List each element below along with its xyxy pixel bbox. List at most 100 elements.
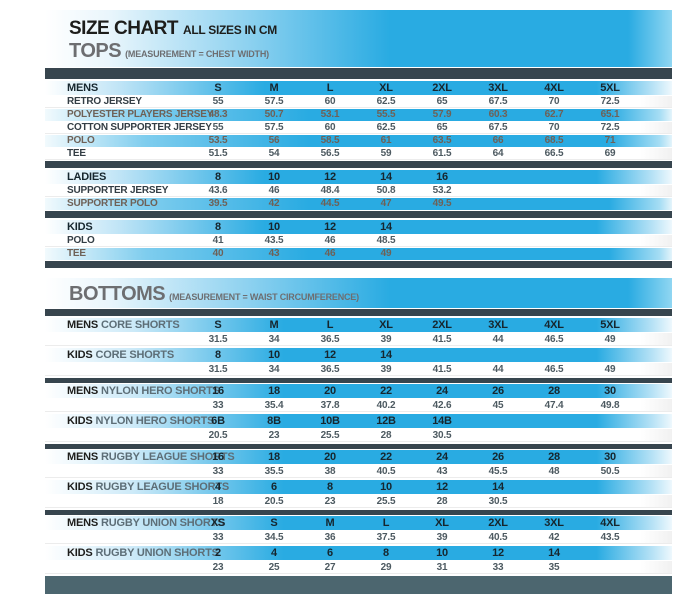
row-label: RETRO JERSEY [45,96,190,108]
value-cell: 60 [324,96,336,107]
product-group-label: MENS [67,451,98,463]
divider-bar [45,261,672,268]
value-cell: 44.5 [320,198,340,209]
product-group-label: KIDS [67,547,93,559]
value-cell: 55 [212,122,224,133]
value-cell: 35 [548,562,560,573]
product-header-row: KIDS RUGBY LEAGUE SHORTS 4 6 8 10 12 14 [45,480,672,494]
product-values-row: 23 25 27 29 31 33 35 [45,561,672,574]
value-cell: 33 [212,532,224,543]
value-cell: 49.5 [432,198,452,209]
value-cell: 58.5 [320,135,340,146]
value-cell: 42 [268,198,280,209]
product-group-label: KIDS [67,481,93,493]
value-cell: 55.5 [376,109,396,120]
product-values-row: 18 20.5 23 25.5 28 30.5 [45,495,672,508]
value-cell: 29 [380,562,392,573]
product-name-label: CORE SHORTS [95,349,174,361]
value-cell: 63.5 [432,135,452,146]
product-values-row: 33 35.5 38 40.5 43 45.5 48 50.5 [45,465,672,478]
table-group-label: LADIES [67,171,107,183]
value-cell: 30.5 [432,430,452,441]
row-label: KIDS [45,220,190,234]
value-cell: 65 [436,96,448,107]
value-cell: 46 [324,248,336,259]
size-header-cell: S [214,319,222,331]
table-row: TEE 51.5 54 56.5 59 61.5 64 66.5 69 [45,148,672,160]
size-header-cell: 22 [380,385,392,397]
value-cell: 62.5 [376,122,396,133]
value-cell: 60.3 [488,109,508,120]
value-cell: 53.2 [432,185,452,196]
value-cell: 65 [436,122,448,133]
size-header-cell: 8 [383,547,389,559]
bottoms-tables: MENS CORE SHORTS S M L XL 2XL 3XL 4XL 5XL 31.5 34 36… [45,318,672,574]
value-cell: 18 [212,496,224,507]
size-header-cell: 24 [436,451,448,463]
value-cell: 46.5 [544,364,564,375]
value-cell: 60 [324,122,336,133]
value-cell: 49.8 [600,400,620,411]
size-header-cell: M [269,82,279,94]
bottoms-title-band: BOTTOMS (MEASUREMENT = WAIST CIRCUMFERENC… [45,278,672,308]
size-header-cell: 26 [492,385,504,397]
size-header-cell: 4XL [544,319,564,331]
value-cell: 38 [324,466,336,477]
divider-bar [45,378,672,383]
bottom-bar [45,576,672,594]
value-cell: 25 [268,562,280,573]
size-header-cell: 6 [271,481,277,493]
product-group-label: KIDS [67,415,93,427]
value-cell: 59 [380,148,392,159]
value-cell: 47 [380,198,392,209]
value-cell: 43.5 [264,235,284,246]
row-label: MENS NYLON HERO SHORTS [45,384,220,398]
value-cell: 61.5 [432,148,452,159]
size-header-cell: 30 [604,451,616,463]
size-header-cell: 10 [436,547,448,559]
value-cell: 56.5 [320,148,340,159]
size-header-cell: 8 [215,221,221,233]
value-cell: 34 [268,364,280,375]
size-chart-content: SIZE CHART ALL SIZES IN CM TOPS (MEASUREME… [45,10,672,594]
product-name-label: CORE SHORTS [100,319,180,331]
value-cell: 48 [548,466,560,477]
value-cell: 33 [492,562,504,573]
size-header-cell: 12 [324,171,336,183]
row-label: POLO [45,135,190,147]
value-cell: 48.3 [208,109,228,120]
row-label: POLO [45,235,190,247]
size-header-cell: 30 [604,385,616,397]
value-cell: 48.4 [320,185,340,196]
size-header-cell: M [269,319,279,331]
value-cell: 42.6 [432,400,452,411]
value-cell: 28 [380,430,392,441]
value-cell: 42 [548,532,560,543]
value-cell: 69 [604,148,616,159]
product-label: POLO [67,235,95,246]
product-header-row: MENS RUGBY UNION SHORTS XS S M L XL 2XL 3XL 4XL [45,516,672,530]
size-header-cell: 3XL [544,517,564,529]
size-header-cell: 14 [380,349,392,361]
value-cell: 31.5 [208,334,228,345]
row-label: MENS [45,81,190,95]
size-header-cell: 16 [212,385,224,397]
size-header-cell: S [214,82,222,94]
value-cell: 71 [604,135,616,146]
value-cell: 34 [268,334,280,345]
value-cell: 23 [324,496,336,507]
table-row: SUPPORTER POLO 39.5 42 44.5 47 49.5 [45,198,672,210]
value-cell: 66.5 [544,148,564,159]
value-cell: 43.5 [600,532,620,543]
product-group-label: MENS [67,385,98,397]
table-row: RETRO JERSEY 55 57.5 60 62.5 65 67.5 70 72.5 [45,96,672,108]
product-label: POLYESTER PLAYERS JERSEY [67,109,214,120]
row-label: SUPPORTER JERSEY [45,185,190,197]
value-cell: 55 [212,96,224,107]
value-cell: 43 [436,466,448,477]
product-label: TEE [67,248,86,259]
row-label: COTTON SUPPORTER JERSEY [45,122,212,134]
size-header-cell: 22 [380,451,392,463]
value-cell: 62.7 [544,109,564,120]
